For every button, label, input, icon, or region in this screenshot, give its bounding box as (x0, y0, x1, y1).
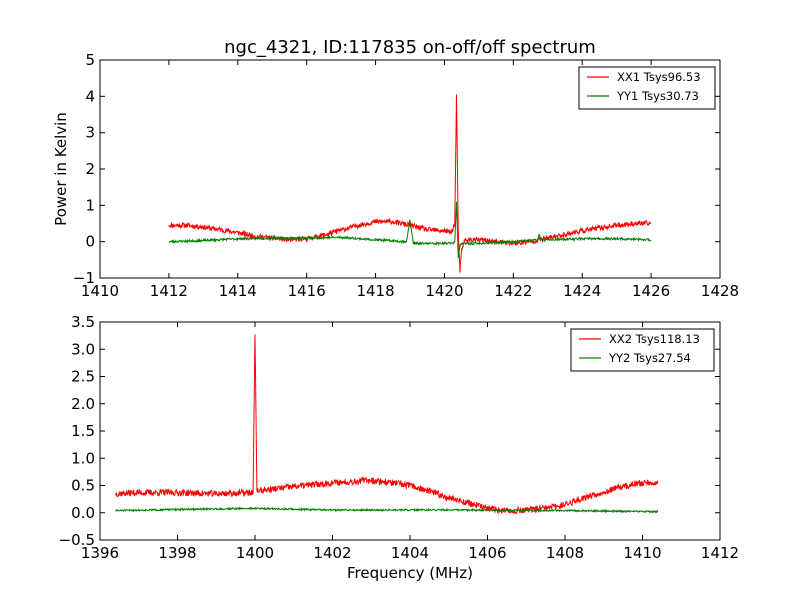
y-tick-label: 2.5 (71, 368, 95, 386)
bottom-panel: 1396 1398 1400 1402 1404 1406 1408 1410 1412 −0.5… (59, 313, 740, 582)
x-axis-label: Frequency (MHz) (347, 564, 473, 582)
x-tick-label: 1406 (468, 544, 506, 562)
y-tick-label: 0 (85, 233, 95, 251)
y-tick-label: 3.0 (71, 340, 95, 358)
legend: XX1 Tsys96.53 YY1 Tsys30.73 (578, 66, 716, 110)
x-tick-label: 1408 (546, 544, 584, 562)
y-tick-label: 0.0 (71, 504, 95, 522)
legend-entry-label: XX1 Tsys96.53 (617, 70, 701, 84)
y-tick-label: 1.5 (71, 422, 95, 440)
x-tick-label: 1412 (150, 282, 188, 300)
x-tick-label: 1410 (623, 544, 661, 562)
x-tick-label: 1426 (632, 282, 670, 300)
legend-entry-label: XX2 Tsys118.13 (609, 332, 700, 346)
y-tick-label: −1 (73, 269, 95, 287)
x-tick-label: 1400 (236, 544, 274, 562)
x-tick-label: 1404 (391, 544, 429, 562)
y-tick-label: 1 (85, 196, 95, 214)
x-tick-label: 1414 (219, 282, 257, 300)
series-line-yy2 (115, 506, 659, 514)
x-tick-label: 1428 (701, 282, 739, 300)
y-tick-label: 5 (85, 51, 95, 69)
x-tick-label: 1398 (158, 544, 196, 562)
y-tick-label: −0.5 (59, 531, 95, 549)
legend-box (570, 328, 715, 372)
y-tick-label: 2.0 (71, 395, 95, 413)
x-tick-label: 1420 (425, 282, 463, 300)
x-tick-label: 1418 (356, 282, 394, 300)
y-tick-label: 0.5 (71, 477, 95, 495)
x-tick-label: 1402 (313, 544, 351, 562)
legend-entry-label: YY1 Tsys30.73 (616, 89, 699, 103)
figure-title: ngc_4321, ID:117835 on-off/off spectrum (224, 37, 596, 58)
x-tick-label: 1396 (81, 544, 119, 562)
legend-box (578, 66, 716, 110)
legend-entry-label: YY2 Tsys27.54 (608, 351, 691, 365)
x-tick-label: 1416 (288, 282, 326, 300)
y-tick-label: 3 (85, 124, 95, 142)
top-panel: 1410 1412 1414 1416 1418 1420 1422 1424 1426 1428… (52, 51, 739, 300)
x-tick-label: 1412 (701, 544, 739, 562)
y-axis-label: Power in Kelvin (52, 112, 70, 226)
x-tick-label: 1422 (494, 282, 532, 300)
x-tick-label: 1424 (563, 282, 601, 300)
y-tick-label: 1.0 (71, 449, 95, 467)
series-line-xx2 (115, 334, 659, 515)
y-tick-label: 4 (85, 87, 95, 105)
x-tick-label: 1410 (81, 282, 119, 300)
y-tick-label: 3.5 (71, 313, 95, 331)
series-line-yy1 (168, 201, 652, 259)
y-tick-label: 2 (85, 160, 95, 178)
legend: XX2 Tsys118.13 YY2 Tsys27.54 (570, 328, 715, 372)
